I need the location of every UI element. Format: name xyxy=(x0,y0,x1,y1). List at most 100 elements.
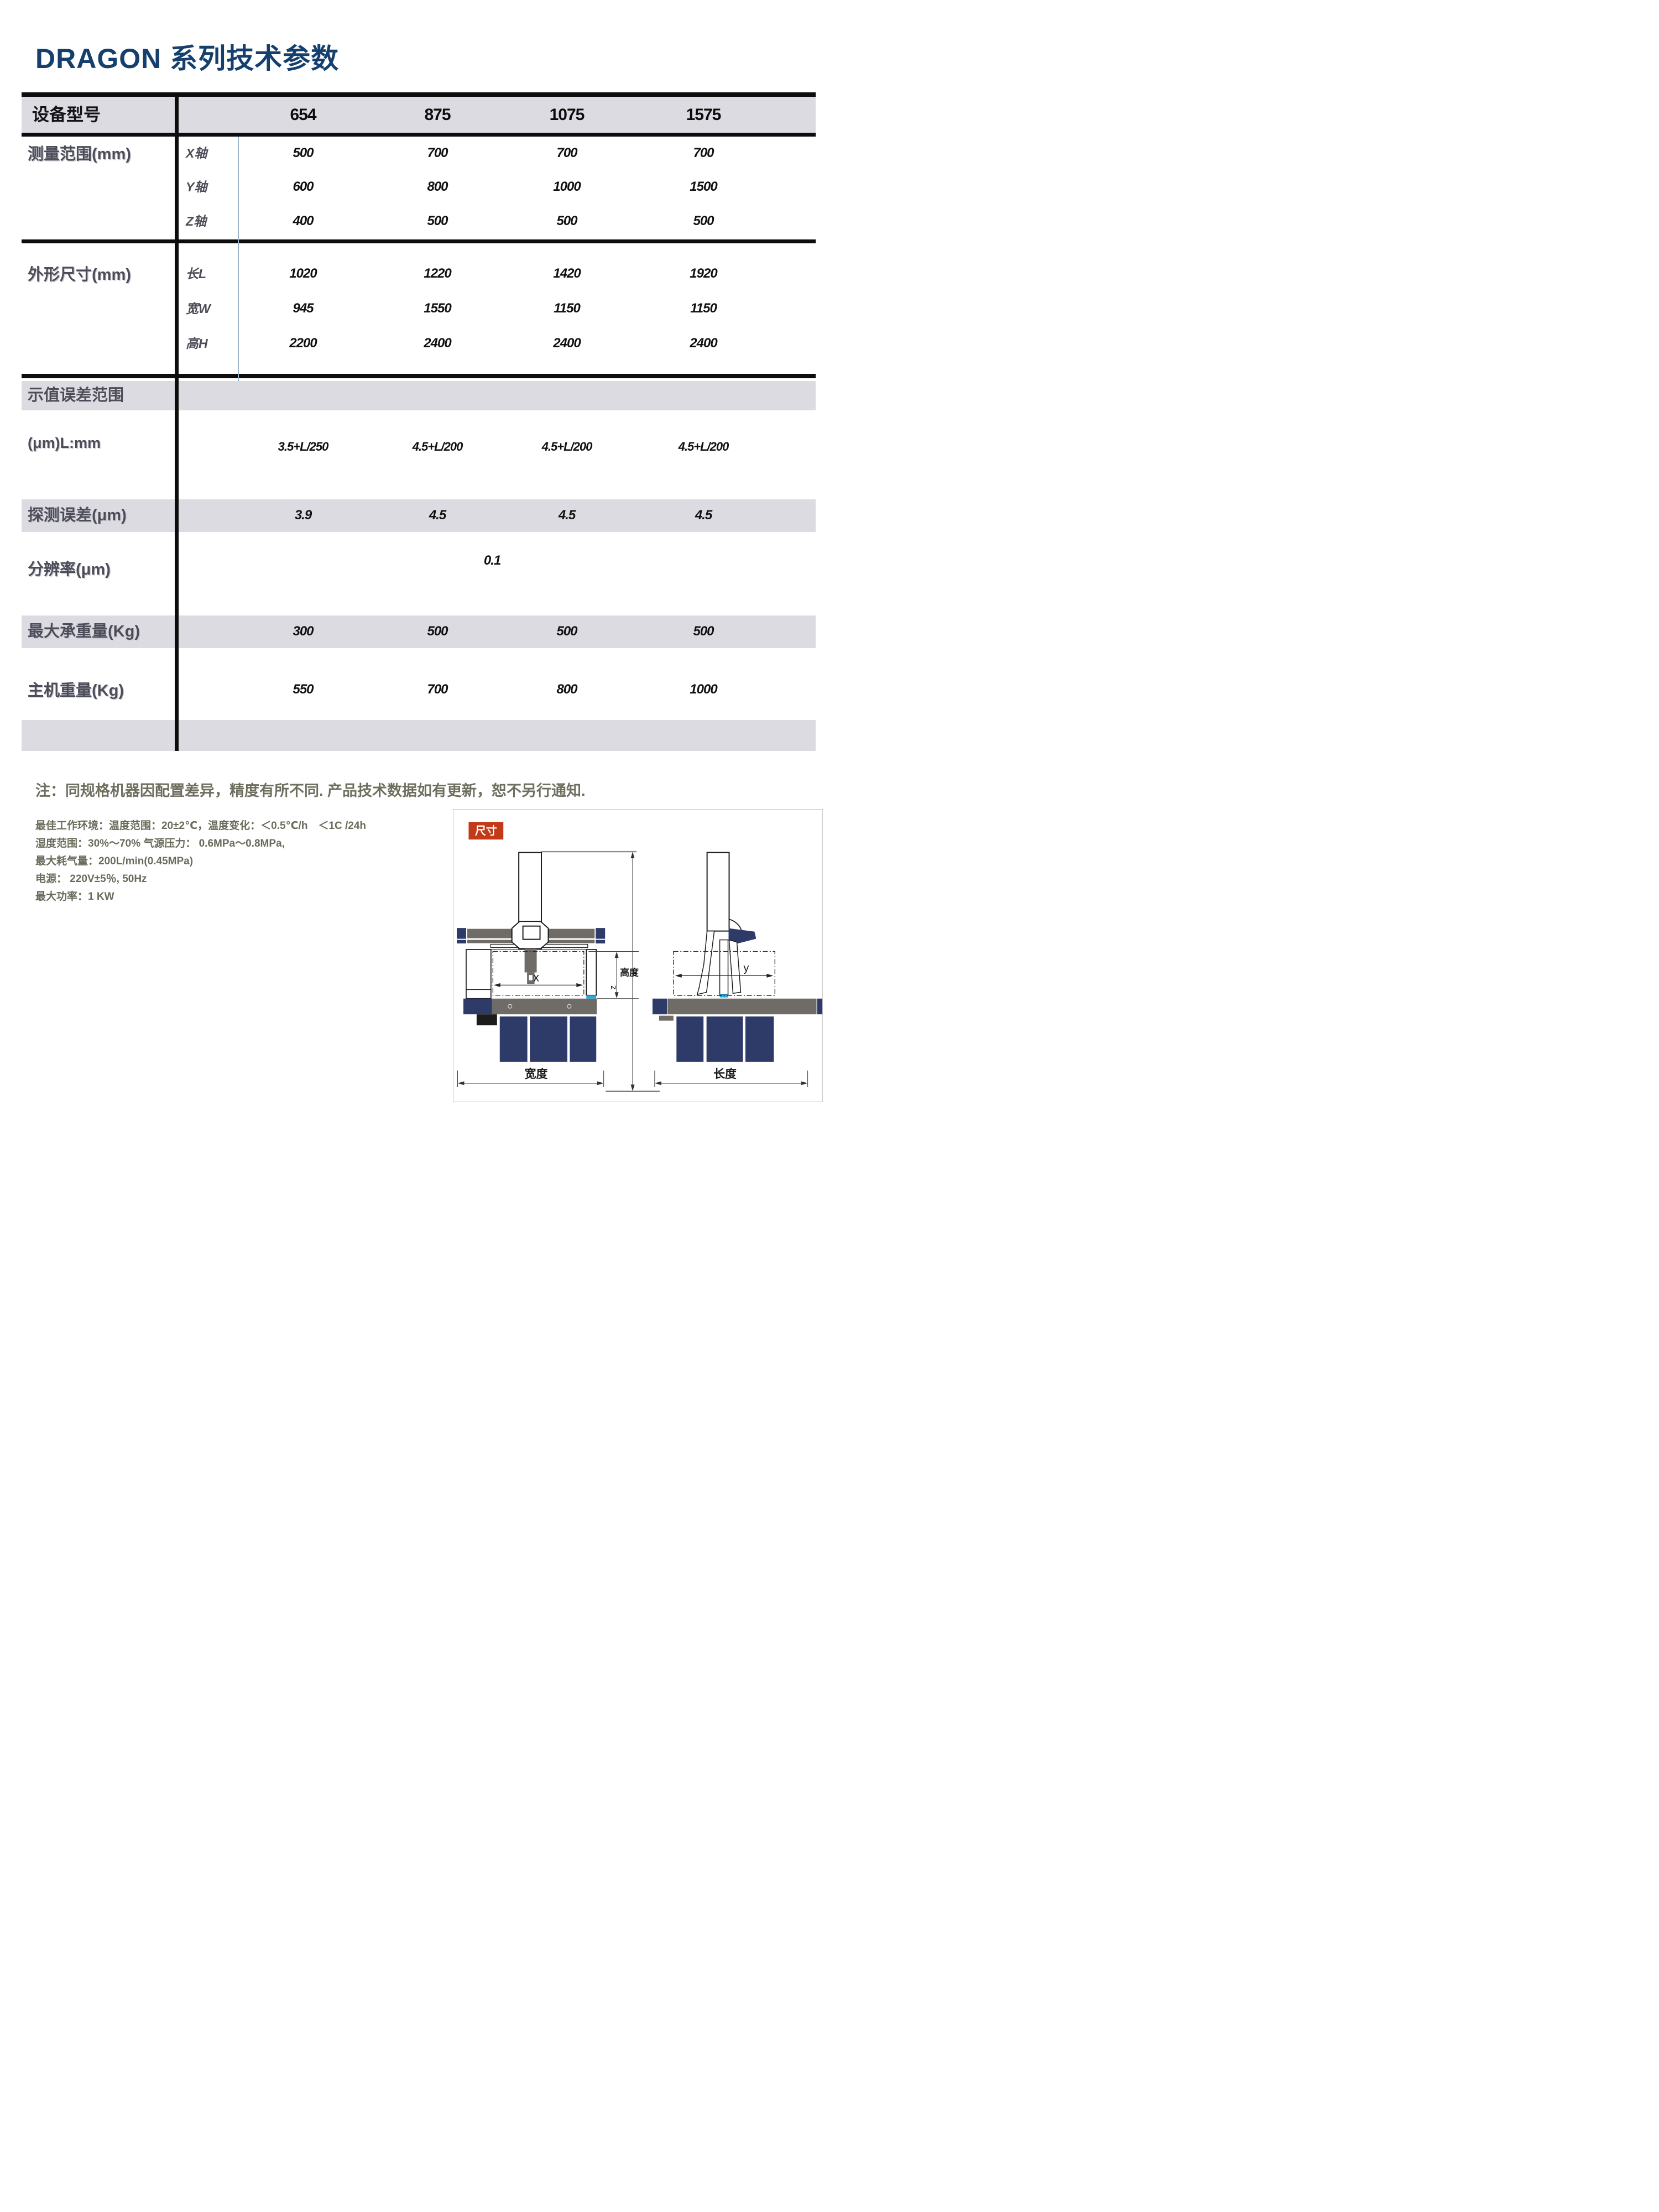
right-leg xyxy=(586,949,597,996)
model-1075: 1075 xyxy=(549,106,585,124)
side-bridge-wedge xyxy=(728,928,757,945)
axis-y-label: Y轴 xyxy=(186,180,207,194)
cell: 800 xyxy=(556,682,577,697)
cell: 4.5 xyxy=(429,508,446,523)
max-load-band xyxy=(22,615,816,648)
indication-band xyxy=(22,381,816,410)
axis-z-label: Z轴 xyxy=(186,214,207,228)
y-range-label: y xyxy=(743,962,749,974)
rule-under-header xyxy=(22,133,816,137)
foot xyxy=(706,1016,743,1062)
probing-band xyxy=(22,499,816,532)
cell: 2400 xyxy=(424,336,451,351)
navy-base xyxy=(463,998,492,1015)
side-column xyxy=(706,852,730,932)
cell: 1920 xyxy=(690,266,717,281)
max-load-label: 最大承重量(Kg) xyxy=(28,623,140,640)
header-band xyxy=(22,97,816,133)
left-leg xyxy=(466,949,492,999)
cmm-dimension-drawing: 尺寸 xyxy=(456,822,822,1092)
navy-cap xyxy=(456,928,466,939)
model-1575: 1575 xyxy=(686,106,722,124)
cell: 800 xyxy=(427,179,448,194)
header-device-model: 设备型号 xyxy=(32,105,101,124)
cell: 300 xyxy=(293,624,314,639)
env-line: 湿度范围：30%～70% 气源压力： 0.6MPa～0.8MPa, xyxy=(35,838,285,849)
env-line: 最大功率：1 KW xyxy=(35,891,114,902)
navy-cap xyxy=(596,928,606,939)
environment-specs: 最佳工作环境：温度范围：20±2℃，温度变化：＜0.5℃/h ＜1C /24h … xyxy=(35,817,366,906)
foot xyxy=(499,1016,528,1062)
foot xyxy=(530,1016,567,1062)
cell: 945 xyxy=(293,301,314,316)
dim-length-label: 长L xyxy=(186,267,207,281)
cell: 500 xyxy=(427,213,448,228)
cell: 1000 xyxy=(553,179,581,194)
cell: 500 xyxy=(693,624,714,639)
foot xyxy=(676,1016,704,1062)
side-strut xyxy=(728,939,742,994)
pedestal xyxy=(476,1014,497,1026)
cyan-pad xyxy=(586,995,597,999)
navy-cap xyxy=(456,940,466,944)
size-tag-bg xyxy=(468,822,504,840)
rule-top xyxy=(22,92,816,97)
foot xyxy=(570,1016,597,1062)
foot xyxy=(745,1016,774,1062)
cell: 4.5 xyxy=(695,508,712,523)
navy-base xyxy=(652,998,667,1015)
indication-unit-label: (μm)L:mm xyxy=(28,435,101,451)
probe-shaft xyxy=(524,948,537,973)
navy-cap xyxy=(596,940,606,944)
probe-tip xyxy=(528,974,534,982)
cell: 700 xyxy=(427,145,448,160)
cell: 500 xyxy=(556,624,577,639)
sub-column-divider xyxy=(238,137,239,381)
side-pillar xyxy=(719,939,729,995)
dim-height-label: 高H xyxy=(186,336,208,351)
empty-band xyxy=(22,720,816,751)
cell: 600 xyxy=(293,179,314,194)
cell: 4.5 xyxy=(558,508,576,523)
axis-x-label: X轴 xyxy=(186,146,207,160)
cell: 1550 xyxy=(424,301,451,316)
rule-under-measure xyxy=(22,239,816,243)
env-line: 最佳工作环境：温度范围：20±2℃，温度变化：＜0.5℃/h ＜1C /24h xyxy=(35,820,367,832)
model-654: 654 xyxy=(290,106,316,124)
cell: 3.9 xyxy=(294,508,312,523)
env-line: 电源： 220V±5％, 50Hz xyxy=(35,873,147,885)
cell: 1000 xyxy=(690,682,717,697)
footnote: 注：同规格机器因配置差异，精度有所不同. 产品技术数据如有更新，恕不另行通知. xyxy=(35,782,586,799)
dimension-diagram-panel: 尺寸 xyxy=(453,809,823,1102)
cell: 500 xyxy=(427,624,448,639)
cell: 4.5+L/200 xyxy=(541,440,593,453)
dim-width-label: 宽W xyxy=(186,301,211,316)
length-dim-label: 长度 xyxy=(713,1067,737,1081)
rule-under-dimension xyxy=(22,374,816,378)
cell: 3.5+L/250 xyxy=(278,440,329,453)
cell: 1220 xyxy=(424,266,451,281)
cell: 550 xyxy=(293,682,314,697)
carriage-window xyxy=(522,925,541,940)
granite-slab-side xyxy=(667,998,817,1015)
cell: 700 xyxy=(556,145,577,160)
cell: 1150 xyxy=(690,301,717,316)
cell: 500 xyxy=(693,213,714,228)
section-dimension-label: 外形尺寸(mm) xyxy=(28,266,131,284)
resolution-value: 0.1 xyxy=(483,553,501,568)
width-dim-label: 宽度 xyxy=(525,1067,548,1081)
x-range-label: x xyxy=(533,971,539,984)
cell: 400 xyxy=(293,213,314,228)
probing-label: 探测误差(μm) xyxy=(28,507,127,524)
env-line: 最大耗气量：200L/min(0.45MPa) xyxy=(35,855,194,867)
cell: 500 xyxy=(556,213,577,228)
cell: 700 xyxy=(427,682,448,697)
model-875: 875 xyxy=(424,106,451,124)
page-title: DRAGON 系列技术参数 xyxy=(35,43,340,74)
cell: 1150 xyxy=(554,301,581,316)
z-range-label: z xyxy=(608,985,618,989)
navy-base xyxy=(817,998,822,1015)
resolution-label: 分辨率(μm) xyxy=(28,561,111,578)
cell: 700 xyxy=(693,145,714,160)
granite-slab xyxy=(492,998,597,1015)
